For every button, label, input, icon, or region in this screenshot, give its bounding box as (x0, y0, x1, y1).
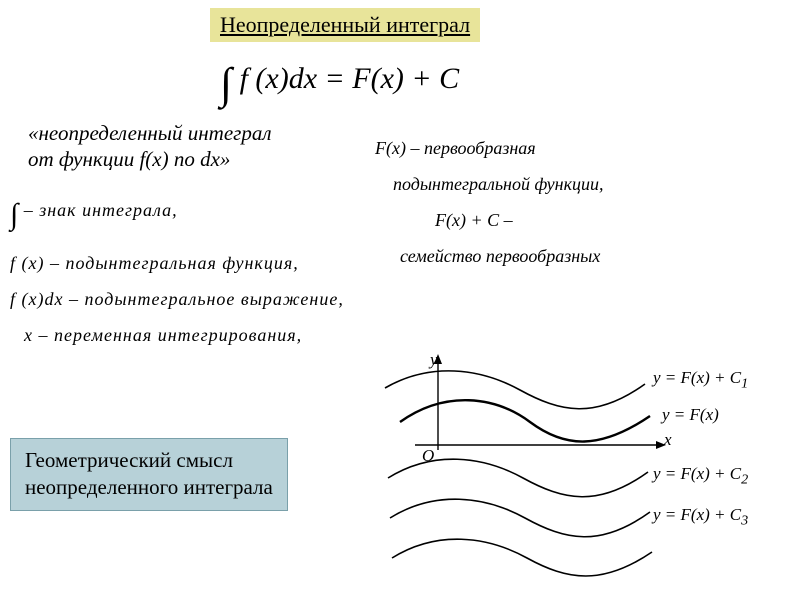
curve-c3 (390, 499, 650, 537)
curve-label-c3: y = F(x) + C3 (653, 505, 748, 529)
curve-label-c2: y = F(x) + C2 (653, 464, 748, 488)
x-axis-label: x (664, 430, 672, 450)
def-integrand-expression: f (x)dx – подынтегральное выражение, (10, 281, 344, 317)
curve-label-fx: y = F(x) (662, 405, 719, 425)
antiderivative-graph: y x O y = F(x) + C1 y = F(x) y = F(x) + … (370, 350, 780, 585)
curve-c1 (385, 371, 645, 409)
def-family: семейство первообразных (375, 238, 604, 274)
geom-line-2: неопределенного интеграла (25, 474, 273, 501)
equation-eq: = (317, 62, 352, 95)
geometric-meaning-box: Геометрический смысл неопределенного инт… (10, 438, 288, 511)
quote-line-2: от функции f(x) по dx» (28, 146, 272, 172)
integral-symbol: ∫ (220, 59, 232, 108)
def-integration-variable: x – переменная интегрирования, (10, 317, 344, 353)
def-antiderivative-of: подынтегральной функции, (375, 166, 604, 202)
curve-label-c1: y = F(x) + C1 (653, 368, 748, 392)
def-family-head: F(x) + C – (375, 202, 604, 238)
def-integral-sign: – знак интеграла, (18, 200, 177, 220)
equation-rhs: F(x) + C (352, 62, 459, 95)
def-antiderivative: F(x) – первообразная (375, 130, 604, 166)
integral-symbol-small: ∫ (10, 198, 18, 231)
y-axis-label: y (430, 350, 438, 370)
right-definitions: F(x) – первообразная подынтегральной фун… (375, 130, 604, 274)
def-integrand-function: f (x) – подынтегральная функция, (10, 245, 344, 281)
curve-extra (392, 539, 652, 576)
equation-lhs: f (x)dx (240, 62, 317, 95)
geom-line-1: Геометрический смысл (25, 447, 273, 474)
main-equation: ∫ f (x)dx = F(x) + C (220, 58, 459, 109)
origin-label: O (422, 446, 434, 466)
quote-line-1: «неопределенный интеграл (28, 120, 272, 146)
page-title: Неопределенный интеграл (210, 8, 480, 42)
left-definitions: ∫ – знак интеграла, f (x) – подынтеграль… (10, 185, 344, 353)
quote-block: «неопределенный интеграл от функции f(x)… (28, 120, 272, 173)
